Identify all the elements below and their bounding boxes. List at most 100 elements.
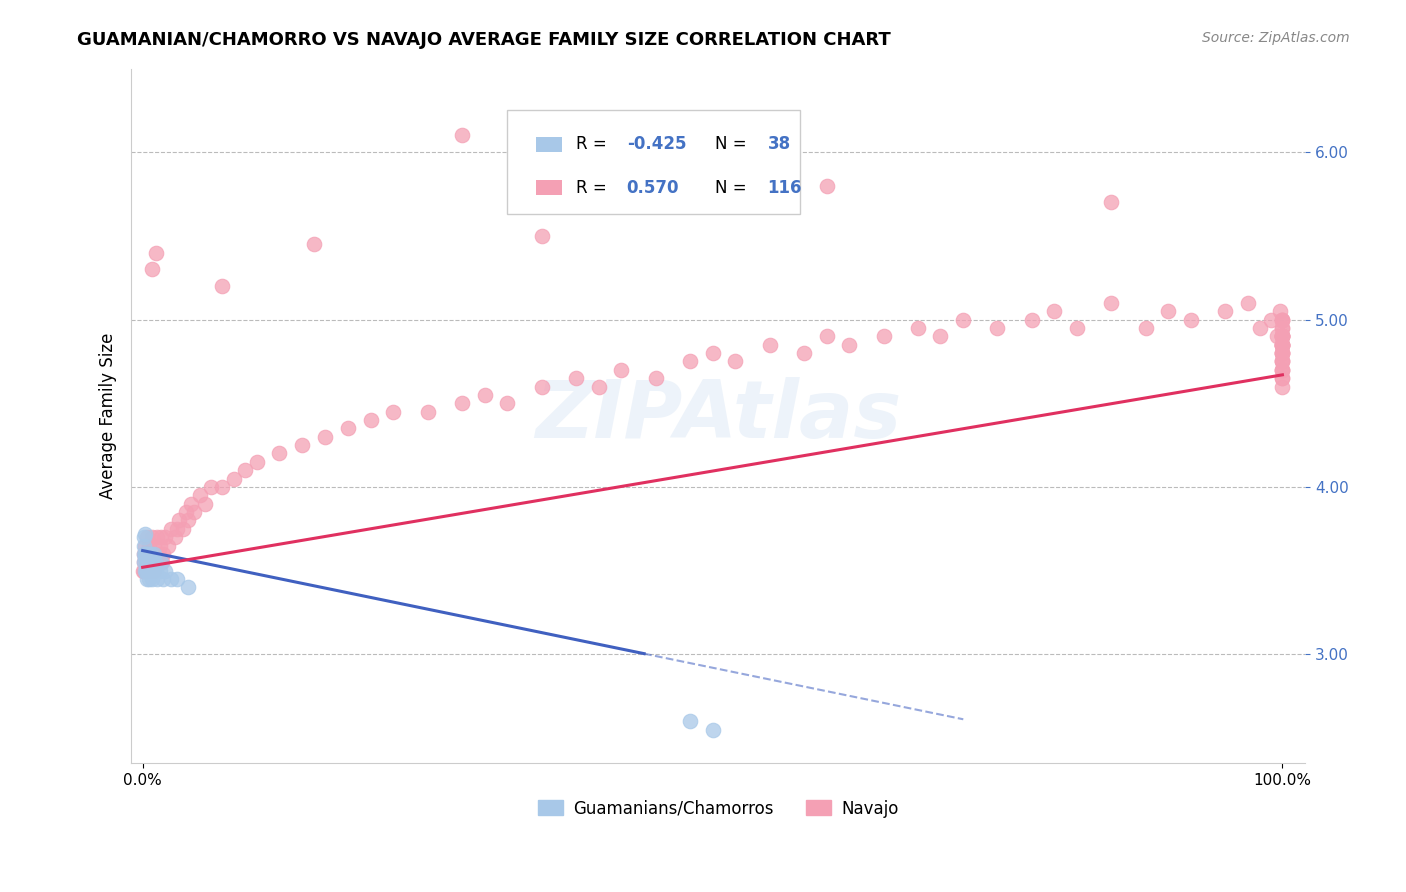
Point (143, 547, 166, 561)
Point (1237, 296, 1260, 310)
Point (644, 371, 666, 385)
Point (146, 530, 169, 544)
Point (679, 354, 702, 368)
Text: GUAMANIAN/CHAMORRO VS NAVAJO AVERAGE FAMILY SIZE CORRELATION CHART: GUAMANIAN/CHAMORRO VS NAVAJO AVERAGE FAM… (77, 31, 891, 49)
Point (758, 337, 780, 351)
Point (530, 228, 553, 243)
Text: N =: N = (714, 178, 752, 196)
Text: -0.425: -0.425 (627, 136, 686, 153)
Point (132, 555, 155, 569)
Point (679, 714, 702, 729)
Point (138, 555, 160, 569)
Point (1271, 379, 1294, 393)
Point (141, 262, 163, 277)
Text: N =: N = (714, 136, 752, 153)
Point (610, 363, 633, 377)
Point (141, 555, 163, 569)
Point (1271, 337, 1294, 351)
Point (138, 547, 160, 561)
Point (139, 564, 162, 578)
Point (183, 505, 205, 519)
Point (149, 555, 172, 569)
Point (134, 547, 156, 561)
Point (166, 572, 188, 586)
Point (145, 564, 167, 578)
Point (1265, 329, 1288, 343)
Point (815, 329, 838, 343)
Point (145, 555, 167, 569)
Point (588, 379, 610, 393)
Point (177, 513, 200, 527)
Point (1043, 304, 1066, 318)
Point (143, 547, 166, 561)
Point (1271, 329, 1294, 343)
Point (194, 497, 217, 511)
Point (702, 723, 724, 737)
Point (1271, 329, 1294, 343)
Point (132, 564, 155, 578)
Point (450, 396, 472, 410)
Point (222, 472, 245, 486)
Point (166, 522, 188, 536)
Point (138, 572, 160, 586)
Point (149, 530, 172, 544)
Point (138, 555, 160, 569)
Point (148, 547, 170, 561)
Point (138, 547, 160, 561)
Point (1249, 321, 1271, 335)
Point (135, 564, 157, 578)
Point (134, 550, 156, 565)
Point (474, 388, 496, 402)
Point (724, 354, 747, 368)
Point (211, 480, 233, 494)
Point (1271, 346, 1294, 360)
Point (152, 547, 174, 561)
Text: 38: 38 (768, 136, 790, 153)
FancyBboxPatch shape (536, 136, 562, 152)
Point (1271, 354, 1294, 368)
Point (1271, 337, 1294, 351)
Point (141, 547, 163, 561)
Point (1101, 195, 1123, 210)
Point (156, 539, 179, 553)
Point (136, 547, 159, 561)
Point (138, 539, 160, 553)
Point (132, 530, 155, 544)
Point (382, 404, 405, 418)
Point (152, 572, 174, 586)
FancyBboxPatch shape (536, 180, 562, 195)
Point (1215, 304, 1237, 318)
Point (1260, 312, 1282, 326)
Point (246, 455, 269, 469)
Point (135, 564, 157, 578)
Point (177, 581, 200, 595)
Point (360, 413, 382, 427)
Y-axis label: Average Family Size: Average Family Size (100, 333, 117, 499)
Point (1271, 337, 1294, 351)
Point (1271, 346, 1294, 360)
Point (1271, 312, 1294, 326)
Point (929, 329, 952, 343)
Text: R =: R = (576, 178, 617, 196)
Point (1066, 321, 1088, 335)
Point (1271, 354, 1294, 368)
Point (1271, 337, 1294, 351)
Text: Source: ZipAtlas.com: Source: ZipAtlas.com (1202, 31, 1350, 45)
Point (1157, 304, 1180, 318)
Legend: Guamanians/Chamorros, Navajo: Guamanians/Chamorros, Navajo (531, 793, 905, 824)
Point (1271, 337, 1294, 351)
Point (416, 404, 439, 418)
Point (1135, 321, 1157, 335)
Point (1271, 354, 1294, 368)
Point (149, 564, 172, 578)
Point (1180, 312, 1202, 326)
Point (143, 564, 166, 578)
Point (1271, 337, 1294, 351)
Point (180, 497, 202, 511)
Text: ZIPAtlas: ZIPAtlas (536, 376, 901, 455)
Text: R =: R = (576, 136, 612, 153)
Point (146, 572, 169, 586)
Point (134, 539, 156, 553)
Point (450, 128, 472, 143)
Point (132, 547, 155, 561)
